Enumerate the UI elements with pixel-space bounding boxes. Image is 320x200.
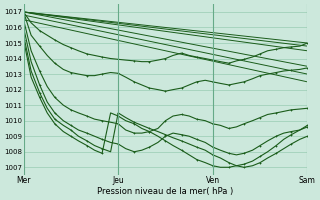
- X-axis label: Pression niveau de la mer( hPa ): Pression niveau de la mer( hPa ): [97, 187, 234, 196]
